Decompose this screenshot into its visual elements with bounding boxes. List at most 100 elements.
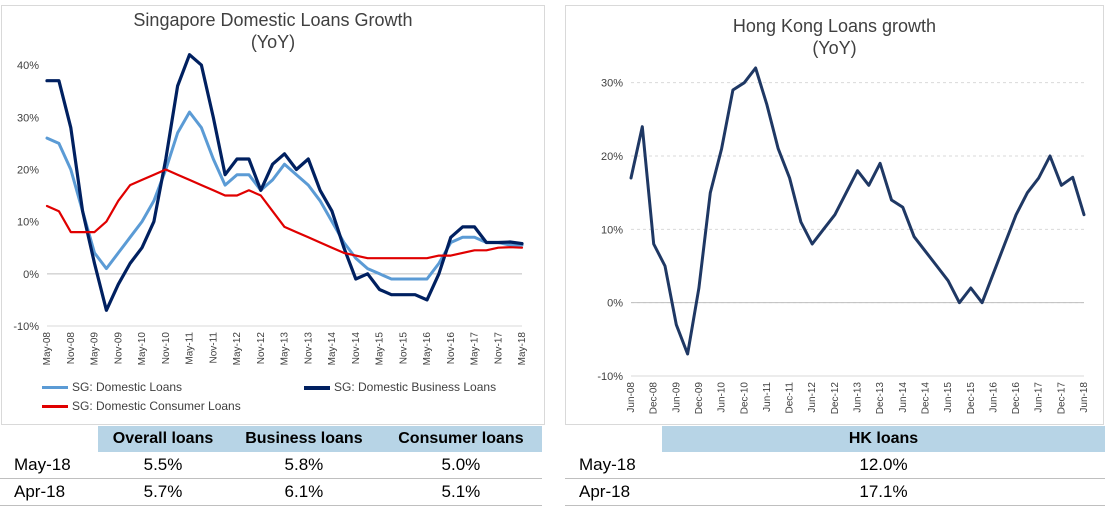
sg-table-header-consumer: Consumer loans — [379, 426, 542, 452]
hk-summary-table: HK loans May-18 12.0% Apr-18 17.1% — [565, 426, 1105, 506]
sg-table-header-overall: Overall loans — [98, 426, 228, 452]
legend-swatch-sg-consumer-loans — [42, 405, 68, 409]
sg-chart-title: Singapore Domestic Loans Growth (YoY) — [2, 9, 544, 53]
sg-chart-title-text: Singapore Domestic Loans Growth — [133, 10, 413, 30]
legend-item-sg-domestic-loans: SG: Domestic Loans — [42, 380, 182, 394]
hk-chart-title-text: Hong Kong Loans growth — [732, 16, 937, 36]
hk-y-tick-label: 30% — [601, 78, 623, 90]
sg-x-tick-label: Nov-11 — [208, 332, 219, 364]
hk-x-tick-label: Dec-17 — [1056, 382, 1067, 415]
hk-chart-subtitle: (YoY) — [812, 38, 857, 58]
sg-cell-business: 6.1% — [228, 478, 380, 506]
hk-x-tick-label: Jun-08 — [626, 382, 637, 413]
sg-x-tick-label: Nov-17 — [493, 332, 504, 365]
hk-x-tick-label: Dec-11 — [785, 382, 796, 414]
sg-y-tick-label: -10% — [13, 321, 39, 333]
legend-item-sg-business-loans: SG: Domestic Business Loans — [304, 380, 496, 394]
sg-y-tick-label: 40% — [17, 60, 39, 72]
sg-x-tick-label: Nov-09 — [113, 332, 124, 365]
sg-x-tick-label: Nov-08 — [66, 332, 77, 365]
sg-x-tick-label: May-15 — [375, 332, 386, 366]
hk-y-tick-label: 20% — [601, 151, 623, 163]
sg-y-tick-label: 10% — [17, 217, 39, 229]
sg-table-corner — [0, 426, 98, 452]
sg-x-tick-label: May-17 — [470, 332, 481, 366]
sg-cell-overall: 5.5% — [98, 452, 228, 479]
sg-x-tick-label: May-18 — [517, 332, 528, 366]
sg-x-tick-label: May-09 — [90, 332, 101, 366]
hk-x-tick-label: Jun-16 — [988, 382, 999, 413]
hk-x-tick-label: Dec-08 — [649, 382, 660, 415]
sg-x-tick-label: May-08 — [42, 332, 53, 366]
legend-label-sg-domestic-loans: SG: Domestic Loans — [72, 380, 183, 394]
legend-swatch-sg-domestic-loans — [42, 386, 68, 390]
legend-item-sg-consumer-loans: SG: Domestic Consumer Loans — [42, 399, 241, 413]
table-row: Apr-18 17.1% — [565, 478, 1105, 506]
hk-x-tick-label: Jun-10 — [717, 382, 728, 413]
sg-summary-table: Overall loans Business loans Consumer lo… — [0, 426, 542, 506]
sg-y-tick-label: 0% — [23, 269, 39, 281]
hk-x-tick-label: Dec-13 — [875, 382, 886, 415]
sg-table-header-row: Overall loans Business loans Consumer lo… — [0, 426, 542, 452]
sg-row-label: May-18 — [0, 452, 98, 479]
hk-x-tick-label: Dec-12 — [830, 382, 841, 415]
sg-y-tick-label: 30% — [17, 112, 39, 124]
sg-x-tick-label: May-16 — [422, 332, 433, 366]
hk-x-tick-label: Dec-15 — [966, 382, 977, 415]
sg-x-tick-label: May-10 — [137, 332, 148, 366]
hk-x-tick-label: Jun-13 — [853, 382, 864, 413]
hk-y-tick-label: 10% — [601, 224, 623, 236]
hk-y-tick-label: 0% — [607, 298, 623, 310]
legend-label-sg-business-loans: SG: Domestic Business Loans — [334, 380, 497, 394]
hk-cell-value: 17.1% — [662, 478, 1105, 506]
sg-x-tick-label: Nov-15 — [398, 332, 409, 365]
hk-x-tick-label: Jun-14 — [898, 382, 909, 413]
hk-x-tick-label: Jun-11 — [762, 382, 773, 412]
hk-x-tick-label: Jun-12 — [807, 382, 818, 413]
legend-label-sg-consumer-loans: SG: Domestic Consumer Loans — [72, 399, 241, 413]
legend-swatch-sg-business-loans — [304, 385, 330, 390]
sg-chart-svg: -10% 0% 10% 20% 30% 40% May-08 Nov-08 May-09 Nov-… — [13, 53, 528, 366]
sg-cell-business: 5.8% — [228, 452, 380, 479]
sg-chart-subtitle: (YoY) — [250, 32, 296, 52]
hk-x-tick-label: Dec-14 — [920, 382, 931, 415]
hk-x-tick-label: Dec-09 — [694, 382, 705, 415]
hk-chart-svg: -10% 0% 10% 20% 30% Jun-08 Dec-08 Jun-09 Dec-09 J… — [597, 66, 1090, 415]
sg-x-tick-label: Nov-10 — [161, 332, 172, 365]
table-row: Apr-18 5.7% 6.1% 5.1% — [0, 478, 542, 506]
hk-x-tick-label: Dec-10 — [739, 382, 750, 415]
sg-x-tick-label: May-11 — [185, 332, 196, 365]
hk-x-tick-label: Jun-15 — [943, 382, 954, 413]
sg-x-tick-label: Nov-12 — [256, 332, 267, 365]
hk-row-label: May-18 — [565, 452, 662, 479]
hk-chart-title: Hong Kong Loans growth (YoY) — [566, 15, 1103, 59]
sg-cell-consumer: 5.1% — [379, 478, 542, 506]
hk-table-corner — [565, 426, 662, 452]
sg-series-line-0 — [45, 110, 524, 281]
hk-x-tick-label: Dec-16 — [1011, 382, 1022, 415]
table-row: May-18 5.5% 5.8% 5.0% — [0, 452, 542, 479]
sg-y-tick-label: 20% — [17, 164, 39, 176]
hk-y-tick-label: -10% — [597, 371, 623, 383]
sg-x-tick-label: May-13 — [280, 332, 291, 366]
hk-row-label: Apr-18 — [565, 478, 662, 506]
hk-table-header: HK loans — [662, 426, 1105, 452]
sg-chart-panel: Singapore Domestic Loans Growth (YoY) -1… — [1, 5, 545, 425]
sg-cell-overall: 5.7% — [98, 478, 228, 506]
hk-x-tick-label: Jun-09 — [671, 382, 682, 413]
hk-series-line-0 — [629, 66, 1086, 356]
hk-x-tick-label: Jun-17 — [1034, 382, 1045, 413]
sg-series-line-2 — [45, 168, 524, 260]
hk-table-header-row: HK loans — [565, 426, 1105, 452]
hk-x-tick-label: Jun-18 — [1079, 382, 1090, 413]
hk-chart-panel: Hong Kong Loans growth (YoY) -10% 0% 10% 20… — [565, 5, 1104, 425]
sg-x-tick-label: Nov-14 — [351, 332, 362, 365]
sg-cell-consumer: 5.0% — [379, 452, 542, 479]
hk-cell-value: 12.0% — [662, 452, 1105, 479]
sg-series-line-1 — [45, 53, 524, 312]
table-row: May-18 12.0% — [565, 452, 1105, 479]
sg-x-tick-label: Nov-13 — [303, 332, 314, 365]
sg-x-tick-label: Nov-16 — [446, 332, 457, 365]
sg-x-tick-label: May-14 — [327, 332, 338, 366]
sg-x-tick-label: May-12 — [232, 332, 243, 366]
